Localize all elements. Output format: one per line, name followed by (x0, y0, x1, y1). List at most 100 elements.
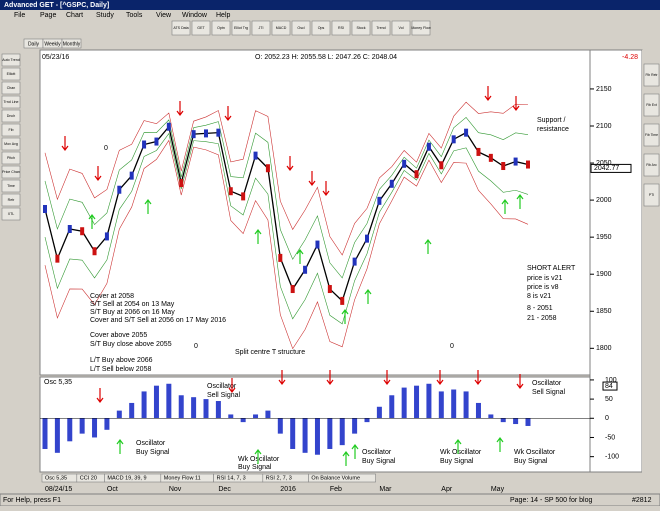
candle (315, 240, 320, 249)
status-code: #2812 (632, 497, 652, 504)
candle (377, 196, 382, 205)
annotation: S/T Buy close above 2055 (90, 341, 172, 348)
osc-annotation: Oscillator (362, 449, 392, 456)
tool-button[interactable] (643, 183, 660, 207)
buy-arrow (424, 239, 432, 254)
candle (191, 130, 196, 139)
tool-button[interactable] (1, 109, 21, 123)
toolbar-button[interactable] (251, 20, 271, 36)
status-page: Page: 14 - SP 500 for blog (510, 497, 592, 504)
buy-arrow (364, 289, 372, 304)
menu-item[interactable]: Page (40, 12, 56, 19)
osc-bar (104, 418, 110, 430)
osc-title: Osc 5,35 (44, 379, 72, 386)
toolbar-button[interactable] (391, 20, 411, 36)
toolbar-button[interactable] (171, 20, 191, 36)
y-tick-label: 1900 (596, 271, 612, 278)
band-line (44, 139, 529, 350)
menu-item[interactable]: File (14, 12, 25, 19)
toolbar-button[interactable] (291, 20, 311, 36)
last-price-box (590, 163, 632, 173)
toolbar-button[interactable] (231, 20, 251, 36)
tool-button[interactable] (1, 67, 21, 81)
osc-bar (414, 385, 420, 419)
y-tick-label: 2150 (596, 86, 612, 93)
sell-arrow (326, 370, 334, 385)
study-tab-label: CCI 20 (80, 475, 97, 481)
tab-label: Daily (28, 41, 40, 47)
tool-button[interactable] (1, 53, 21, 67)
menu-item[interactable]: Window (182, 12, 208, 19)
band-line (44, 101, 529, 256)
toolbar-button[interactable] (191, 20, 211, 36)
candle (327, 285, 332, 294)
menu-item[interactable]: Study (96, 12, 114, 19)
candle (92, 247, 97, 256)
sell-arrow (516, 374, 524, 389)
tool-button[interactable] (1, 123, 21, 137)
candle (451, 135, 456, 144)
osc-bar (290, 418, 296, 449)
menu-item[interactable]: View (156, 12, 172, 19)
tool-button[interactable] (1, 151, 21, 165)
toolbar-button[interactable] (311, 20, 331, 36)
sell-arrow (94, 166, 102, 181)
sell-arrow (308, 171, 316, 186)
tool-button[interactable] (1, 165, 21, 179)
tab[interactable] (61, 38, 82, 49)
study-tab[interactable] (308, 473, 376, 483)
sell-arrow (484, 86, 492, 101)
candle (80, 227, 85, 236)
toolbar-label: RSI (338, 26, 344, 30)
tool-button[interactable] (1, 193, 21, 207)
tool-button[interactable] (643, 93, 660, 117)
tool-label: Elliott (7, 72, 16, 76)
toolbar-button[interactable] (211, 20, 231, 36)
osc-annotation: Buy Signal (238, 464, 272, 471)
toolbar-button[interactable] (371, 20, 391, 36)
toolbar-button[interactable] (271, 20, 291, 36)
osc-annotation: Oscillator (207, 383, 237, 390)
candle (464, 128, 469, 137)
sell-arrow (436, 370, 444, 385)
toolbar-label: JTI (259, 26, 264, 30)
osc-bar (228, 414, 234, 419)
toolbar-button[interactable] (411, 20, 431, 36)
tool-button[interactable] (1, 81, 21, 95)
tool-button[interactable] (643, 123, 660, 147)
toolbar-button[interactable] (351, 20, 371, 36)
toolbar-button[interactable] (331, 20, 351, 36)
tool-label: Time (7, 184, 15, 188)
y-tick-label: 1850 (596, 308, 612, 315)
candle (303, 265, 308, 274)
toolbar-label: Vol (399, 26, 404, 30)
annotation: Cover above 2055 (90, 332, 147, 339)
candle (142, 140, 147, 149)
sell-arrow (176, 101, 184, 116)
menu-item[interactable]: Help (216, 12, 231, 19)
osc-bar (426, 383, 432, 419)
menu-item[interactable]: Chart (66, 12, 83, 19)
x-tick-label: Nov (169, 486, 182, 493)
x-tick-label: Mar (379, 486, 392, 493)
tool-label: Fib Arc (646, 163, 657, 167)
tool-button[interactable] (643, 63, 660, 87)
osc-bar (389, 395, 395, 419)
tool-button[interactable] (1, 137, 21, 151)
status-help: For Help, press F1 (3, 497, 61, 504)
toolbar-label: MACD (276, 26, 287, 30)
tool-button[interactable] (643, 153, 660, 177)
osc-bar (178, 395, 184, 419)
candle (414, 170, 419, 179)
sell-arrow (96, 388, 104, 403)
osc-bar (376, 406, 382, 419)
osc-tick-label: 0 (605, 415, 609, 422)
tool-button[interactable] (1, 207, 21, 221)
osc-bar (215, 401, 221, 419)
annotation: 0 (450, 343, 454, 350)
menu-item[interactable]: Tools (126, 12, 143, 19)
osc-bar (327, 418, 333, 449)
tool-button[interactable] (1, 179, 21, 193)
tool-button[interactable] (1, 95, 21, 109)
